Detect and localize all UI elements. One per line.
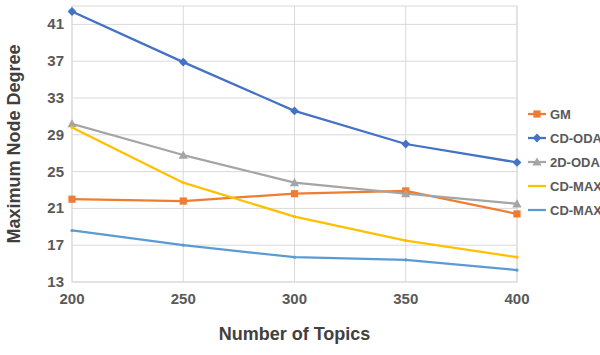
legend-label: CD-MAX — [550, 179, 600, 194]
series-line — [72, 127, 517, 257]
legend-label: CD-MAX-Ref — [550, 203, 600, 218]
data-point — [404, 239, 407, 242]
data-point — [68, 196, 75, 203]
data-point — [513, 210, 520, 217]
y-tick-label: 41 — [47, 15, 64, 32]
legend-label: 2D-ODA — [550, 155, 600, 170]
data-point — [179, 150, 188, 158]
y-tick-label: 29 — [47, 126, 64, 143]
y-tick-label: 17 — [47, 236, 64, 253]
data-point — [68, 7, 77, 16]
x-tick-label: 350 — [393, 290, 418, 307]
data-point — [291, 190, 298, 197]
data-point — [290, 178, 299, 186]
data-point — [515, 268, 518, 271]
series-line — [72, 12, 517, 163]
y-tick-label: 37 — [47, 52, 64, 69]
legend-marker — [533, 134, 542, 143]
legend-swatch — [528, 209, 546, 211]
data-point — [182, 244, 185, 247]
data-point — [515, 256, 518, 259]
data-point — [293, 256, 296, 259]
data-point — [179, 58, 188, 67]
series-line — [72, 230, 517, 270]
legend-label: GM — [550, 107, 571, 122]
legend-marker — [532, 157, 541, 165]
legend: GM CD-ODA-II 2D-ODA CD-MAX CD-MAX-Ref — [528, 107, 600, 218]
data-point — [70, 229, 73, 232]
y-tick-label: 13 — [47, 273, 64, 290]
data-point — [513, 158, 522, 167]
data-point — [404, 258, 407, 261]
y-axis-title: Maximum Node Degree — [4, 44, 24, 243]
x-tick-label: 400 — [504, 290, 529, 307]
legend-marker — [533, 110, 540, 117]
legend-label: CD-ODA-II — [550, 131, 600, 146]
legend-swatch — [528, 185, 546, 187]
series-lines — [72, 12, 517, 271]
plot-frame — [72, 6, 517, 282]
data-point — [512, 199, 521, 207]
data-point — [293, 215, 296, 218]
data-point — [182, 181, 185, 184]
y-tick-label: 21 — [47, 199, 64, 216]
y-tick-label: 25 — [47, 163, 64, 180]
data-point — [401, 189, 410, 197]
data-point — [290, 106, 299, 115]
data-point — [180, 197, 187, 204]
data-point — [401, 140, 410, 149]
y-tick-label: 33 — [47, 89, 64, 106]
series-line — [72, 191, 517, 214]
data-point — [70, 126, 73, 129]
x-tick-label: 200 — [59, 290, 84, 307]
x-grid-line — [294, 6, 295, 282]
series-markers — [67, 7, 521, 272]
grid — [72, 6, 517, 282]
series-line — [72, 124, 517, 204]
chart: 13 17 21 25 29 33 37 41 200 250 300 350 400 Number of… — [0, 0, 600, 355]
x-axis-title: Number of Topics — [219, 324, 371, 344]
x-tick-label: 300 — [282, 290, 307, 307]
x-tick-label: 250 — [171, 290, 196, 307]
x-grid-line — [183, 6, 184, 282]
